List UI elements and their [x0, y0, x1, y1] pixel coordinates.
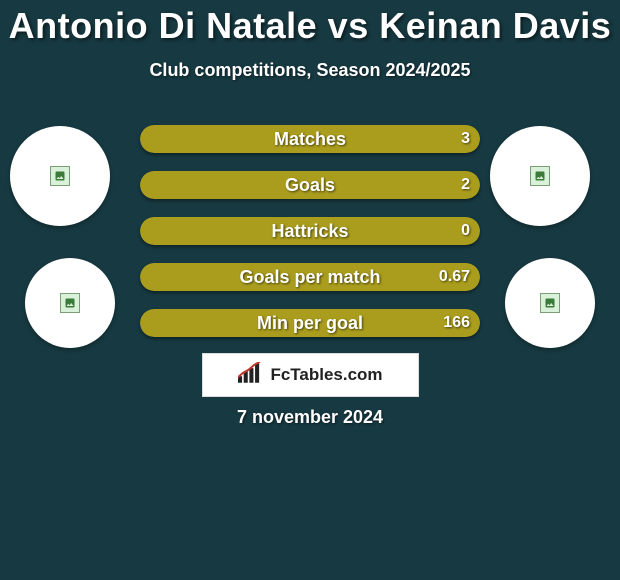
stat-bar: Hattricks0: [140, 217, 480, 245]
player2-photo-placeholder: [490, 126, 590, 226]
player1-photo-placeholder: [10, 126, 110, 226]
page-title: Antonio Di Natale vs Keinan Davis: [0, 5, 620, 47]
broken-image-icon: [60, 293, 80, 313]
stat-bar-right-fill: [310, 309, 480, 337]
broken-image-icon: [530, 166, 550, 186]
stat-bar-right-fill: [310, 171, 480, 199]
broken-image-icon: [50, 166, 70, 186]
footer-date: 7 november 2024: [0, 407, 620, 428]
stat-bar-left-fill: [140, 263, 312, 291]
branding-text: FcTables.com: [270, 365, 382, 385]
page-subtitle: Club competitions, Season 2024/2025: [0, 60, 620, 81]
stat-bar: Goals2: [140, 171, 480, 199]
comparison-card: Antonio Di Natale vs Keinan Davis Club c…: [0, 0, 620, 580]
branding-panel: FcTables.com: [202, 353, 419, 397]
stat-bar-left-fill: [140, 309, 312, 337]
stat-bar-right-fill: [310, 263, 480, 291]
bar-chart-icon: [238, 362, 264, 389]
team1-logo-placeholder: [25, 258, 115, 348]
broken-image-icon: [540, 293, 560, 313]
stat-bar-left-fill: [140, 171, 312, 199]
stats-bars: Matches3 Goals2 Hattricks0 Goals per match0…: [140, 125, 480, 355]
stat-bar-right-fill: [310, 217, 480, 245]
stat-bar: Matches3: [140, 125, 480, 153]
stat-bar-right-fill: [310, 125, 480, 153]
team2-logo-placeholder: [505, 258, 595, 348]
stat-bar-left-fill: [140, 217, 312, 245]
stat-bar: Min per goal166: [140, 309, 480, 337]
stat-bar: Goals per match0.67: [140, 263, 480, 291]
stat-bar-left-fill: [140, 125, 312, 153]
